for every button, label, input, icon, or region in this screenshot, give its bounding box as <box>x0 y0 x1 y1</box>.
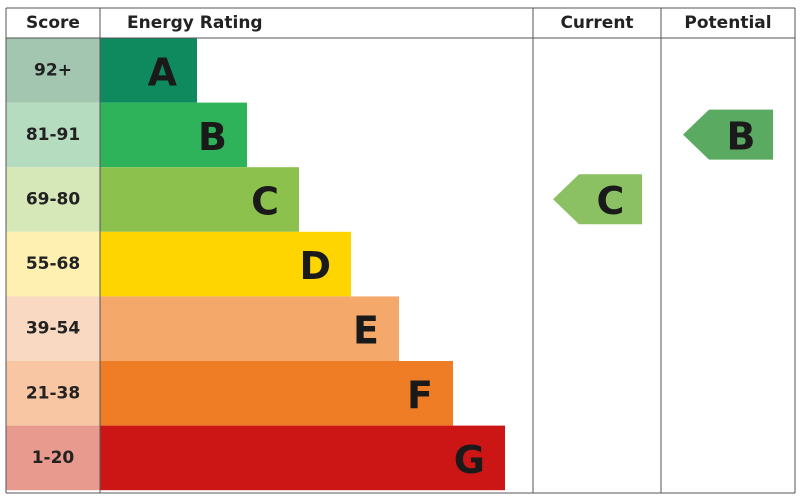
score-label: 39-54 <box>26 319 81 339</box>
rating-letter: E <box>353 309 379 353</box>
score-label: 69-80 <box>26 190 81 210</box>
current-header: Current <box>560 13 633 33</box>
score-cell <box>6 296 100 361</box>
score-label: 81-91 <box>26 125 80 145</box>
score-label: 1-20 <box>32 448 75 468</box>
current-arrow <box>553 174 642 225</box>
potential-arrow <box>683 109 773 160</box>
rating-bar <box>100 38 197 103</box>
score-cell <box>6 231 100 297</box>
rating-bar <box>100 102 247 168</box>
rating-bar <box>100 425 505 491</box>
score-cell <box>6 425 100 491</box>
score-label: 21-38 <box>26 383 80 403</box>
rating-letter: G <box>454 438 485 482</box>
score-cell <box>6 102 100 168</box>
rating-letter: B <box>198 115 227 159</box>
rating-bar <box>100 167 299 232</box>
rating-bar <box>100 296 399 361</box>
score-cell <box>6 38 100 103</box>
current-letter: C <box>597 179 625 223</box>
rating-letter: A <box>148 50 178 94</box>
score-label: 55-68 <box>26 254 80 274</box>
score-label: 92+ <box>34 60 72 80</box>
score-cell <box>6 361 100 426</box>
rating-letter: F <box>407 373 433 417</box>
rating-letter: D <box>299 244 331 288</box>
rating-letter: C <box>251 180 279 224</box>
rating-bar <box>100 231 351 297</box>
potential-header: Potential <box>684 13 771 33</box>
score-cell <box>6 167 100 232</box>
rating-bar <box>100 361 453 426</box>
potential-letter: B <box>727 115 756 159</box>
score-header: Score <box>26 13 80 33</box>
rating-header: Energy Rating <box>127 13 263 33</box>
